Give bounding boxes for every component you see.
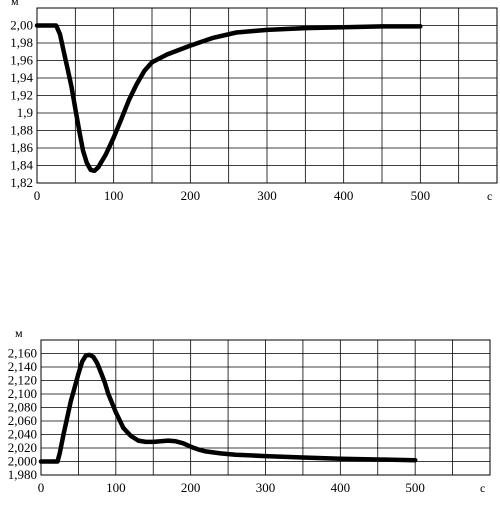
y-tick-label: 2,000 [8,454,37,469]
series-line [34,23,423,174]
chart-1: 1,82 1,84 1,86 1,88 1,9 1,92 1,94 1,96 1,98 2,00 0… [10,0,498,204]
chart-2-series [38,352,418,464]
chart-1-grid [36,7,498,184]
x-tick-label: 0 [38,480,45,495]
y-tick-label: 1,98 [10,35,33,50]
x-tick-label: 200 [181,188,201,203]
chart-2-x-unit: с [480,481,485,495]
y-tick-label: 2,100 [8,386,37,401]
x-tick-label: 400 [334,188,354,203]
chart-1-series [34,23,423,174]
y-tick-label: 2,040 [8,427,37,442]
plot-frame [36,7,498,184]
y-tick-label: 1,96 [10,53,33,68]
y-tick-label: 1,980 [8,467,37,482]
x-tick-label: 500 [405,480,425,495]
chart-1-tick-labels: 1,82 1,84 1,86 1,88 1,9 1,92 1,94 1,96 1,98 2,00 0… [10,18,430,204]
y-tick-label: 1,94 [10,70,33,85]
y-tick-label: 2,020 [8,440,37,455]
y-tick-label: 1,9 [17,105,33,120]
chart-1-x-unit: с [487,189,492,203]
y-tick-label: 2,160 [8,346,37,361]
y-tick-label: 1,92 [10,88,33,103]
x-tick-label: 0 [34,188,41,203]
series-line [38,352,418,464]
x-tick-label: 500 [411,188,431,203]
chart-2-grid [40,339,491,476]
x-tick-label: 400 [331,480,351,495]
x-tick-label: 200 [181,480,201,495]
x-tick-label: 300 [256,480,276,495]
x-tick-label: 100 [104,188,124,203]
chart-2: 1,9802,0002,0202,0402,0602,0802,1002,120… [8,326,491,496]
y-tick-label: 1,88 [10,123,33,138]
plot-frame [40,339,491,476]
y-tick-label: 2,120 [8,373,37,388]
x-tick-label: 300 [257,188,277,203]
y-tick-label: 2,00 [10,18,33,33]
chart-2-y-unit: м [15,326,23,340]
chart-2-tick-labels: 1,9802,0002,0202,0402,0602,0802,1002,120… [8,346,425,496]
y-tick-label: 2,080 [8,400,37,415]
y-tick-label: 2,140 [8,359,37,374]
x-tick-label: 100 [106,480,126,495]
y-tick-label: 1,84 [10,158,33,173]
y-tick-label: 1,86 [10,140,33,155]
y-tick-label: 1,82 [10,175,33,190]
y-tick-label: 2,060 [8,413,37,428]
chart-1-y-unit: м [11,0,19,8]
